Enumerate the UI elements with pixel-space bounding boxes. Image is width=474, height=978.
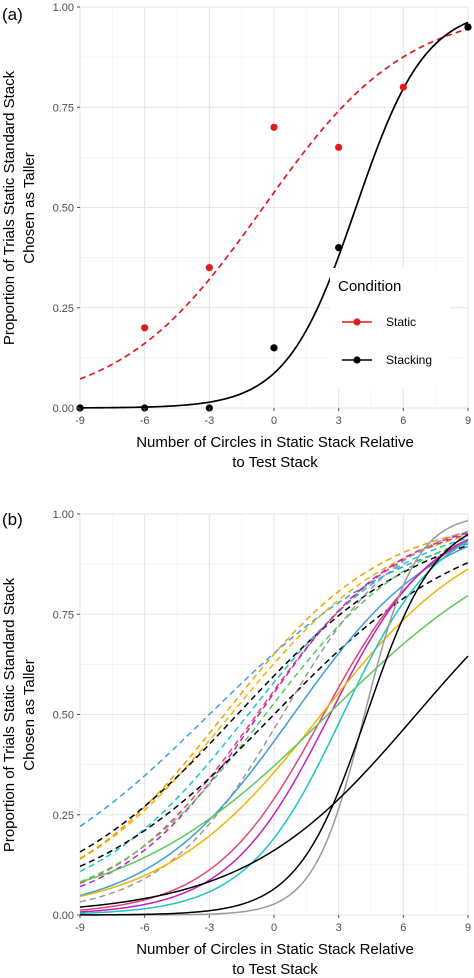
y-tick-label: 0.50 [53, 203, 74, 215]
dashed-fit-curve [79, 561, 469, 868]
x-axis-title-line-2: to Test Stack [232, 454, 318, 471]
y-tick-label: 0.75 [53, 102, 74, 114]
solid-fit-curve [79, 540, 469, 915]
x-tick-label: 3 [336, 415, 342, 427]
y-tick-label: 0.00 [53, 910, 74, 922]
dashed-fit-curve [79, 530, 469, 903]
panel-b-grid [79, 513, 469, 916]
y-tick-label: 0.50 [53, 710, 74, 722]
dashed-fit-curve [79, 537, 469, 873]
panel-a: (a) -9 -6 -3 0 3 6 9 0.00 0.25 0.50 0.75 1.00 Numbe… [1, 2, 472, 471]
data-point-stacking [270, 344, 278, 352]
solid-fit-curve [79, 568, 469, 898]
y-axis-title-line-1: Proportion of Trials Static Standard Sta… [1, 577, 18, 852]
x-tick-label: -6 [140, 922, 150, 934]
solid-fit-curve [79, 655, 469, 908]
x-tick-label: -6 [140, 415, 150, 427]
solid-fit-curve [79, 594, 469, 883]
panel-a-y-axis-title: Proportion of Trials Static Standard Sta… [1, 70, 38, 345]
legend-key-static-point [353, 318, 361, 326]
panel-a-x-axis-title: Number of Circles in Static Stack Relati… [136, 434, 414, 471]
y-axis-title-line-2: Chosen as Taller [21, 152, 38, 263]
x-tick-label: 6 [400, 922, 406, 934]
legend-background [330, 268, 450, 388]
legend-title: Condition [338, 278, 401, 295]
data-point-static [335, 143, 343, 151]
x-axis-title-line-2: to Test Stack [232, 961, 318, 978]
y-tick-label: 0.25 [53, 303, 74, 315]
data-point-static [399, 83, 407, 91]
data-point-stacking [335, 244, 343, 252]
y-tick-label: 1.00 [53, 2, 74, 14]
y-axis-title-line-2: Chosen as Taller [21, 659, 38, 770]
data-point-static [205, 264, 213, 272]
solid-fit-curve [79, 533, 469, 916]
panel-b-tag: (b) [2, 510, 23, 529]
dashed-fit-curve [79, 531, 469, 860]
x-tick-label: 0 [271, 415, 277, 427]
dashed-fit-curve [79, 534, 469, 860]
legend-key-stacking-point [353, 356, 361, 364]
data-point-stacking [464, 23, 472, 31]
dashed-fit-curve [79, 532, 469, 888]
legend-label-static: Static [386, 315, 416, 329]
x-tick-label: -9 [75, 415, 85, 427]
x-tick-label: 9 [465, 922, 471, 934]
panel-b-fit-curves [79, 519, 469, 916]
panel-b: (b) -9 -6 -3 0 3 6 9 0.00 0.25 0.50 0.75 1.00 Numbe… [1, 509, 471, 978]
legend-label-stacking: Stacking [386, 353, 432, 367]
x-tick-label: -3 [204, 415, 214, 427]
x-tick-label: -9 [75, 922, 85, 934]
x-tick-label: 6 [400, 415, 406, 427]
x-tick-label: 9 [465, 415, 471, 427]
y-axis-title-line-1: Proportion of Trials Static Standard Sta… [1, 70, 18, 345]
data-point-static [270, 123, 278, 131]
panel-b-x-axis-title: Number of Circles in Static Stack Relati… [136, 941, 414, 978]
fit-curve-static [79, 28, 469, 380]
panel-b-tick-labels: -9 -6 -3 0 3 6 9 0.00 0.25 0.50 0.75 1.00 [53, 509, 471, 934]
data-point-static [141, 324, 149, 332]
y-tick-label: 0.75 [53, 609, 74, 621]
x-tick-label: 3 [336, 922, 342, 934]
x-axis-title-line-1: Number of Circles in Static Stack Relati… [136, 434, 414, 451]
x-tick-label: -3 [204, 922, 214, 934]
solid-fit-curve [79, 538, 469, 913]
dashed-fit-curve [79, 540, 469, 883]
panel-b-y-axis-title: Proportion of Trials Static Standard Sta… [1, 577, 38, 852]
x-tick-label: 0 [271, 922, 277, 934]
panel-a-data-points [76, 23, 472, 412]
y-tick-label: 1.00 [53, 509, 74, 521]
panel-a-tag: (a) [2, 5, 23, 24]
x-axis-title-line-1: Number of Circles in Static Stack Relati… [136, 941, 414, 958]
dashed-fit-curve [79, 544, 469, 853]
panel-a-tick-labels: -9 -6 -3 0 3 6 9 0.00 0.25 0.50 0.75 1.00 [53, 2, 471, 427]
y-tick-label: 0.25 [53, 810, 74, 822]
legend: Condition Static Stacking [330, 268, 450, 388]
y-tick-label: 0.00 [53, 403, 74, 415]
